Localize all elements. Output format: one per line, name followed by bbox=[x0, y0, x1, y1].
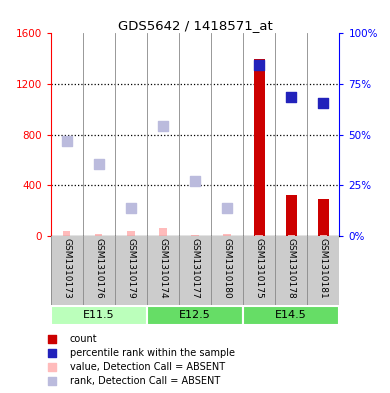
Point bbox=[64, 138, 70, 144]
Point bbox=[96, 161, 102, 167]
Title: GDS5642 / 1418571_at: GDS5642 / 1418571_at bbox=[118, 19, 272, 32]
Text: GSM1310177: GSM1310177 bbox=[190, 238, 200, 299]
Text: E11.5: E11.5 bbox=[83, 310, 115, 320]
Bar bbox=[51, 306, 147, 325]
Point bbox=[49, 364, 55, 370]
Bar bbox=[159, 228, 167, 236]
Bar bbox=[191, 235, 199, 236]
Point bbox=[49, 378, 55, 384]
Bar bbox=[255, 235, 263, 236]
Bar bbox=[243, 306, 339, 325]
Text: GSM1310174: GSM1310174 bbox=[158, 238, 167, 299]
Text: GSM1310176: GSM1310176 bbox=[94, 238, 103, 299]
Point bbox=[49, 336, 55, 342]
Bar bbox=[223, 234, 231, 236]
Point bbox=[128, 205, 134, 211]
Bar bbox=[320, 235, 327, 236]
Point bbox=[288, 94, 294, 100]
Text: GSM1310173: GSM1310173 bbox=[62, 238, 71, 299]
Bar bbox=[63, 231, 70, 236]
Bar bbox=[287, 235, 295, 236]
Text: GSM1310179: GSM1310179 bbox=[126, 238, 135, 299]
Text: GSM1310181: GSM1310181 bbox=[319, 238, 328, 299]
Point bbox=[224, 205, 230, 211]
Bar bbox=[285, 195, 297, 236]
Bar bbox=[147, 306, 243, 325]
Text: E14.5: E14.5 bbox=[275, 310, 307, 320]
Point bbox=[192, 178, 198, 185]
Text: GSM1310175: GSM1310175 bbox=[255, 238, 264, 299]
Text: count: count bbox=[69, 334, 97, 344]
Point bbox=[49, 350, 55, 356]
Text: value, Detection Call = ABSENT: value, Detection Call = ABSENT bbox=[69, 362, 225, 372]
Point bbox=[256, 62, 262, 68]
Bar bbox=[95, 234, 103, 236]
Text: E12.5: E12.5 bbox=[179, 310, 211, 320]
Text: rank, Detection Call = ABSENT: rank, Detection Call = ABSENT bbox=[69, 376, 220, 386]
Text: percentile rank within the sample: percentile rank within the sample bbox=[69, 348, 234, 358]
Point bbox=[160, 123, 166, 129]
Bar bbox=[127, 231, 135, 236]
Text: GSM1310180: GSM1310180 bbox=[223, 238, 232, 299]
Text: GSM1310178: GSM1310178 bbox=[287, 238, 296, 299]
Point bbox=[320, 100, 326, 106]
Bar bbox=[254, 59, 265, 236]
Bar bbox=[318, 199, 329, 236]
